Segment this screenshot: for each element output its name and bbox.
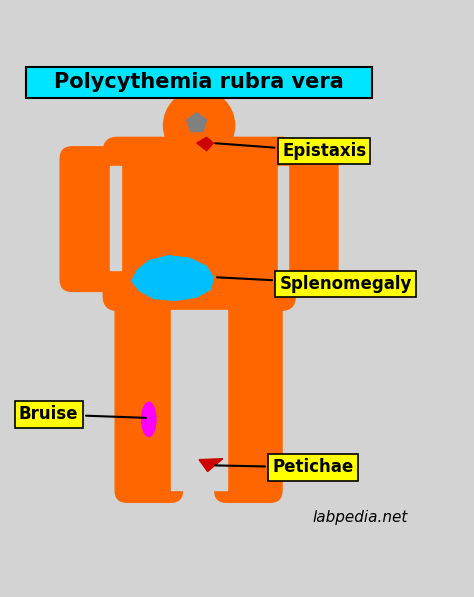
FancyBboxPatch shape [103, 137, 295, 310]
Polygon shape [187, 113, 207, 131]
Text: labpedia.net: labpedia.net [312, 510, 408, 525]
Ellipse shape [142, 402, 156, 436]
FancyBboxPatch shape [171, 310, 227, 491]
Circle shape [164, 90, 235, 161]
Text: Splenomegaly: Splenomegaly [217, 275, 412, 293]
Polygon shape [197, 137, 213, 150]
Polygon shape [132, 256, 213, 300]
FancyBboxPatch shape [180, 136, 219, 158]
Polygon shape [199, 458, 223, 472]
FancyBboxPatch shape [118, 147, 281, 204]
FancyBboxPatch shape [26, 67, 372, 98]
FancyBboxPatch shape [60, 147, 123, 291]
FancyBboxPatch shape [215, 275, 282, 502]
Text: Petichae: Petichae [215, 458, 354, 476]
Text: Polycythemia rubra vera: Polycythemia rubra vera [54, 72, 344, 93]
FancyBboxPatch shape [275, 147, 338, 291]
Text: Epistaxis: Epistaxis [215, 142, 366, 161]
Text: Bruise: Bruise [19, 405, 146, 423]
FancyBboxPatch shape [110, 166, 121, 270]
FancyBboxPatch shape [278, 166, 288, 270]
FancyBboxPatch shape [115, 275, 182, 502]
